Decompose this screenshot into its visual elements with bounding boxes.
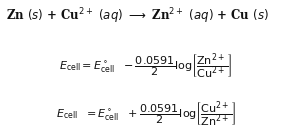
- Text: $E_{\rm cell} = E^\circ_{\rm cell}\ \ -\dfrac{0.0591}{2}\log\!\left[\dfrac{\rm Z: $E_{\rm cell} = E^\circ_{\rm cell}\ \ -\…: [60, 51, 232, 81]
- Text: $E_{\rm cell}\ \ = E^\circ_{\rm cell}\ \ +\dfrac{0.0591}{2}\log\!\left[\dfrac{\r: $E_{\rm cell}\ \ = E^\circ_{\rm cell}\ \…: [56, 99, 236, 129]
- Text: Zn $(s)$ + Cu$^{2+}$ $(aq)$ $\longrightarrow$ Zn$^{2+}$ $(aq)$ + Cu $(s)$: Zn $(s)$ + Cu$^{2+}$ $(aq)$ $\longrighta…: [6, 7, 269, 26]
